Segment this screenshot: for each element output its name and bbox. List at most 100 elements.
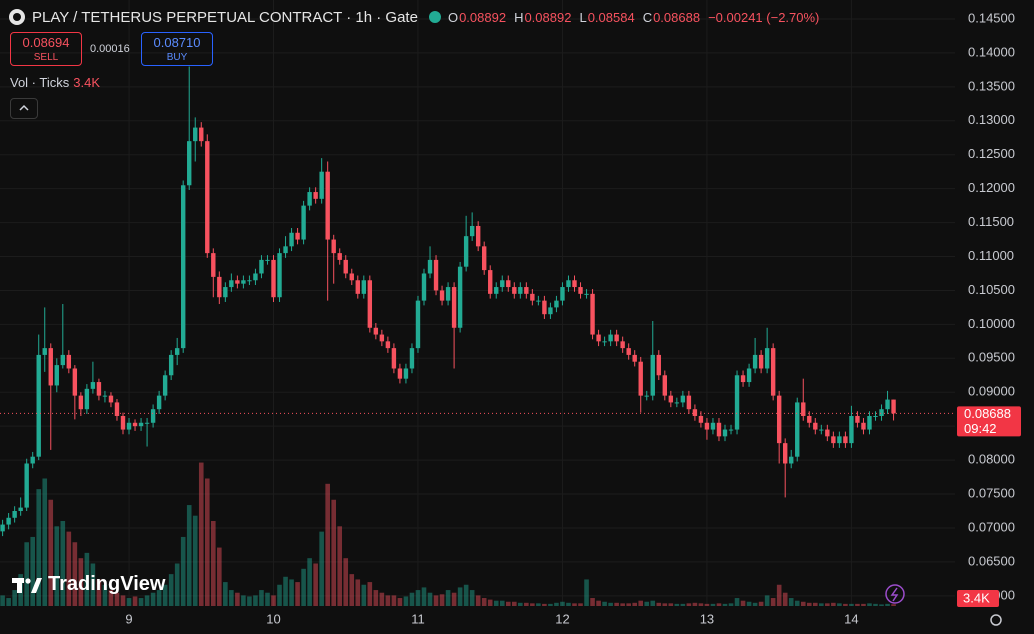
candle-body (319, 171, 324, 199)
volume-bar (186, 505, 192, 606)
volume-bar (650, 600, 656, 606)
candle-body (217, 276, 222, 298)
candle-body (722, 429, 728, 437)
candle-body (638, 361, 643, 396)
candle-body (12, 510, 17, 518)
volume-value: 3.4K (73, 75, 100, 90)
ohlc-label: L (579, 9, 587, 25)
volume-bar (162, 584, 168, 606)
volume-bar (849, 603, 854, 606)
buy-label: BUY (166, 52, 188, 63)
x-tick-label: 14 (844, 611, 858, 626)
volume-bar (505, 601, 511, 606)
candle-body (271, 259, 276, 298)
volume-bar (217, 547, 222, 606)
buy-button[interactable]: 0.08710 BUY (141, 32, 213, 66)
volume-bar (385, 595, 391, 606)
volume-bar (692, 602, 698, 606)
candle-body (138, 422, 144, 427)
volume-bar (487, 599, 493, 606)
candle-body (764, 348, 770, 369)
spread: 0.00016 (90, 43, 130, 55)
volume-bar (174, 563, 180, 606)
candle-body (548, 307, 553, 315)
candle-body (391, 348, 397, 369)
volume-bar (542, 603, 547, 606)
volume-bar (48, 499, 54, 606)
chevron-icon (19, 104, 29, 111)
volume-bar (156, 590, 162, 606)
volume-bar (307, 558, 312, 606)
volume-bar (788, 598, 794, 606)
candle-body (650, 354, 655, 396)
candle-body (776, 395, 782, 444)
volume-bar (78, 558, 84, 606)
header: PLAY / TETHERUS PERPETUAL CONTRACT · 1h … (8, 6, 819, 28)
candle-body (36, 354, 41, 457)
volume-bar (60, 521, 66, 606)
candle-body (349, 273, 354, 281)
candle-body (734, 375, 740, 430)
volume-bar (855, 603, 860, 606)
volume-bar (572, 603, 577, 606)
candle-body (746, 368, 752, 383)
y-tick-label: 0.08000 (968, 452, 1015, 467)
volume-bar (36, 489, 42, 606)
volume-bar (229, 590, 234, 606)
volume-bar (566, 602, 571, 606)
x-tick-label: 11 (411, 611, 425, 626)
candle-body (421, 273, 427, 301)
candle-body (469, 225, 475, 237)
volume-bar (24, 542, 29, 606)
volume-bar (746, 601, 752, 606)
candle-body (90, 382, 96, 389)
candle-body (819, 429, 824, 431)
candle-body (241, 280, 246, 284)
volume-bar (469, 590, 475, 606)
candle-body (445, 287, 451, 301)
candle-body (770, 348, 776, 396)
volume-bar (493, 600, 499, 606)
candle-body (885, 399, 890, 410)
volume-bar (180, 536, 186, 606)
volume-bar (590, 598, 595, 606)
volume-bar (349, 574, 355, 606)
volume-bar (337, 526, 343, 606)
volume-bar (608, 602, 613, 606)
volume-bar (361, 584, 367, 606)
candle-body (837, 436, 842, 444)
volume-bar (602, 601, 607, 606)
ohlc-value: 0.08892 (459, 9, 507, 25)
y-tick-label: 0.11000 (968, 248, 1014, 263)
candle-body (427, 259, 433, 274)
volume-bar (301, 568, 306, 606)
volume-bar (313, 563, 318, 606)
volume-bar (524, 602, 529, 606)
candle-body (259, 259, 264, 274)
volume-bar (295, 582, 300, 606)
candle-body (698, 415, 704, 423)
candle-body (578, 287, 583, 294)
collapse-button[interactable] (10, 98, 38, 119)
alert-icon (885, 584, 905, 604)
candle-body (247, 280, 252, 282)
candle-body (680, 395, 686, 403)
sell-button[interactable]: 0.08694 SELL (10, 32, 82, 66)
volume-bar (223, 582, 228, 606)
candle-body (728, 429, 734, 431)
candle-body (692, 409, 698, 416)
candle-body (566, 280, 571, 288)
volume-bar (782, 592, 788, 606)
candle-body (415, 300, 421, 349)
volume-bar (674, 603, 680, 606)
ohlc-label: H (514, 9, 524, 25)
volume-bar (686, 603, 692, 606)
price-badge-value: 0.08688 (964, 406, 1011, 421)
y-tick-label: 0.14000 (968, 44, 1015, 59)
volume-bar (584, 579, 589, 606)
candle-body (397, 368, 403, 379)
candle-body (433, 259, 439, 291)
volume-bar (825, 603, 830, 606)
candle-body (512, 287, 517, 294)
volume-bar (548, 603, 553, 606)
